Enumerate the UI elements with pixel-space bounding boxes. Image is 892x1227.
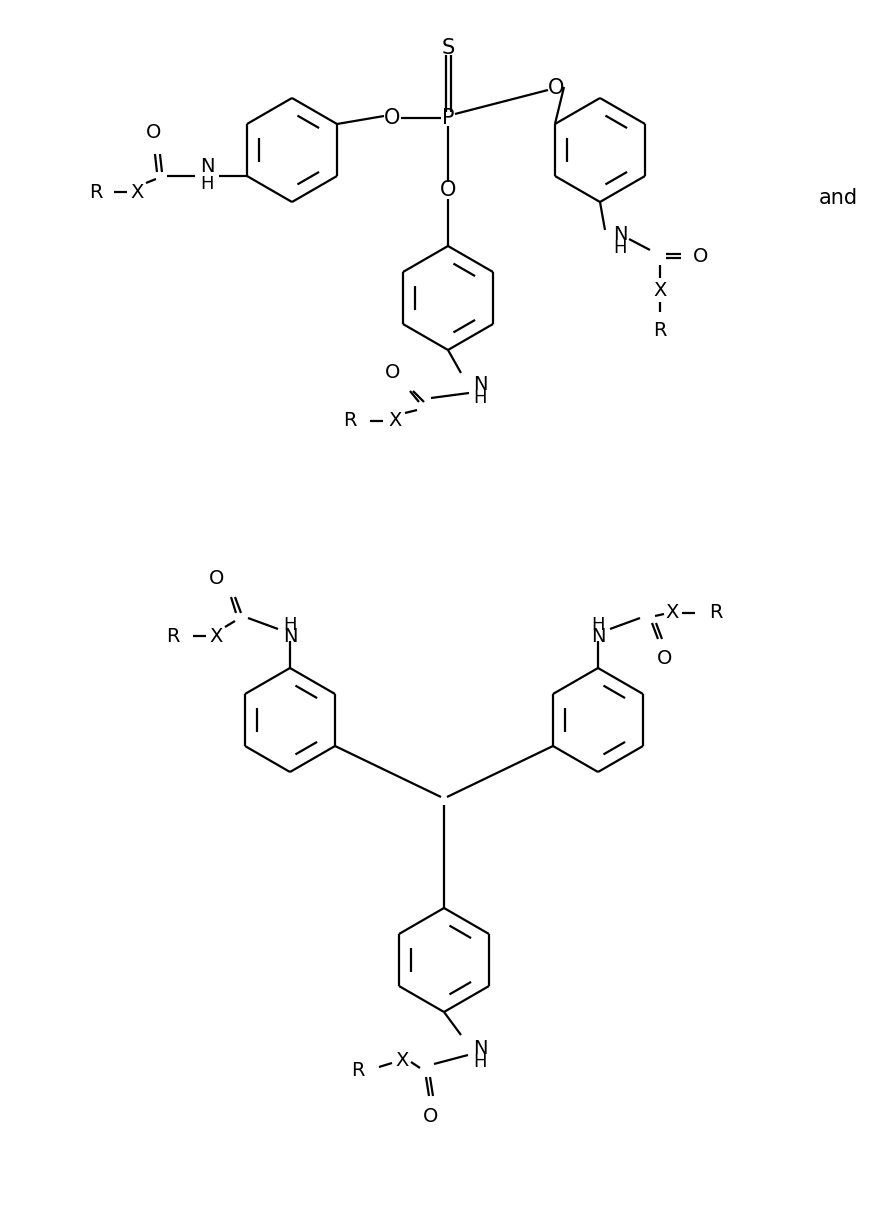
Text: O: O <box>384 108 401 128</box>
Text: N: N <box>200 157 214 175</box>
Text: N: N <box>283 627 297 645</box>
Text: O: O <box>385 362 401 382</box>
Text: H: H <box>614 239 627 256</box>
Text: O: O <box>657 649 673 667</box>
Text: H: H <box>591 616 605 634</box>
Text: O: O <box>424 1108 439 1126</box>
Text: R: R <box>166 627 180 645</box>
Text: N: N <box>613 226 627 244</box>
Text: N: N <box>473 375 487 395</box>
Text: X: X <box>395 1050 409 1070</box>
Text: X: X <box>653 281 666 299</box>
Text: N: N <box>473 1038 487 1058</box>
Text: S: S <box>442 38 455 58</box>
Text: H: H <box>284 616 297 634</box>
Text: O: O <box>210 568 225 588</box>
Text: H: H <box>474 389 487 407</box>
Text: and: and <box>819 188 857 209</box>
Text: O: O <box>548 79 564 98</box>
Text: P: P <box>442 108 454 128</box>
Text: R: R <box>653 321 666 341</box>
Text: R: R <box>351 1060 365 1080</box>
Text: N: N <box>591 627 606 645</box>
Text: O: O <box>693 247 708 265</box>
Text: O: O <box>146 124 161 142</box>
Text: O: O <box>440 180 456 200</box>
Text: H: H <box>474 1053 487 1071</box>
Text: R: R <box>89 183 103 201</box>
Text: X: X <box>130 183 144 201</box>
Text: X: X <box>210 627 223 645</box>
Text: R: R <box>343 411 357 431</box>
Text: X: X <box>665 604 679 622</box>
Text: R: R <box>709 604 723 622</box>
Text: H: H <box>200 175 214 193</box>
Text: X: X <box>388 411 401 431</box>
